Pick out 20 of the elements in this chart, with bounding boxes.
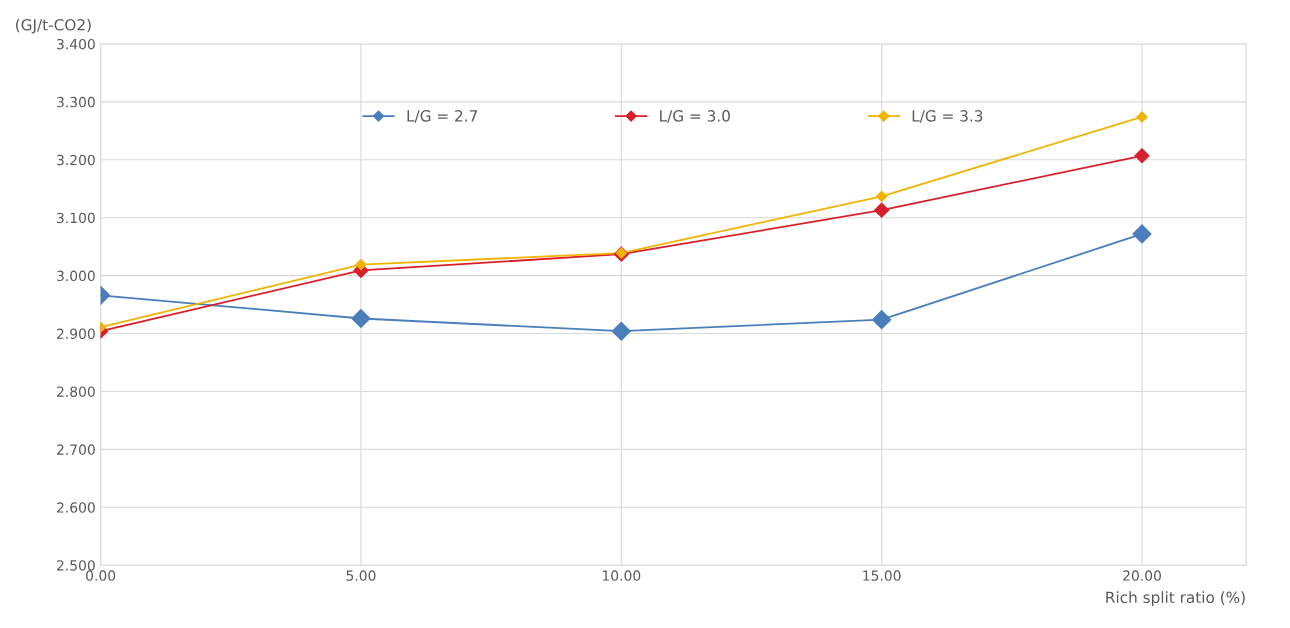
- y-tick-label: 2.800: [57, 386, 95, 397]
- y-tick-label: 3.000: [57, 270, 95, 282]
- y-tick-label: 3.300: [57, 96, 95, 108]
- legend-label: L/G = 2.7: [407, 110, 478, 123]
- y-tick-label: 2.900: [57, 328, 95, 340]
- x-tick-label: 20.00: [1123, 570, 1161, 581]
- x-tick-label: 10.00: [602, 570, 641, 581]
- legend-label: L/G = 3.3: [912, 110, 983, 123]
- x-tick-label: 15.00: [863, 570, 901, 581]
- y-tick-label: 3.100: [57, 212, 95, 224]
- y-tick-label: 2.500: [57, 560, 95, 571]
- y-tick-label: 3.200: [57, 154, 95, 166]
- y-tick-label: 3.400: [57, 38, 95, 50]
- x-tick-label: 5.00: [346, 570, 376, 581]
- y-axis-title: (GJ/t-CO2): [16, 18, 91, 34]
- y-tick-label: 2.600: [57, 502, 95, 513]
- x-axis-title: Rich split ratio (%): [1106, 591, 1245, 607]
- y-tick-label: 2.700: [57, 444, 95, 455]
- x-tick-label: 0.00: [86, 570, 116, 581]
- legend-label: L/G = 3.0: [660, 110, 730, 123]
